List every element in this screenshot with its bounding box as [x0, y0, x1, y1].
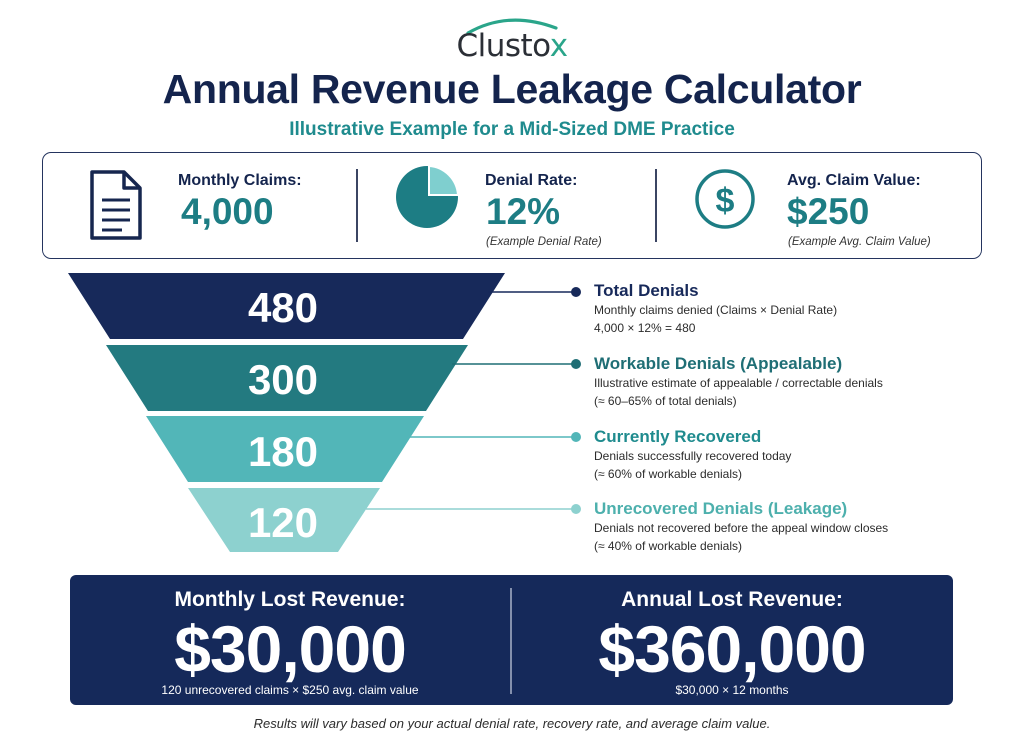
callout-title: Currently Recovered [594, 427, 762, 446]
funnel-segment-unrecovered-denials [188, 488, 380, 552]
summary-divider [510, 588, 512, 694]
callout-title: Workable Denials (Appealable) [594, 354, 843, 373]
pie-chart-icon [396, 164, 460, 228]
annual-lost-revenue-label: Annual Lost Revenue: [621, 588, 843, 611]
denial-rate-label: Denial Rate: [485, 172, 578, 189]
denial-rate-note: (Example Denial Rate) [486, 236, 602, 248]
logo-main-text: Clusto [456, 28, 550, 64]
clustox-logo: Clustox [0, 14, 1024, 64]
callout-total-denials: Total Denials Monthly claims denied (Cla… [594, 281, 837, 337]
denial-rate-value: 12% [486, 191, 561, 232]
total-denials-value: 480 [247, 284, 319, 331]
stat-divider [655, 169, 657, 242]
callout-title: Total Denials [594, 281, 699, 300]
connector-dot [571, 432, 581, 442]
callout-title: Unrecovered Denials (Leakage) [594, 499, 848, 518]
connector-dot [571, 504, 581, 514]
funnel-segment-total-denials [68, 273, 505, 339]
annual-lost-revenue-value: $360,000 [598, 612, 866, 686]
logo-arc-icon [466, 18, 558, 35]
avg-claim-label: Avg. Claim Value: [787, 172, 921, 189]
disclaimer-footnote: Results will vary based on your actual d… [253, 716, 771, 731]
callout-description: Monthly claims denied (Claims × Denial R… [594, 303, 838, 317]
avg-claim-note: (Example Avg. Claim Value) [788, 236, 931, 248]
connector-dot [571, 287, 581, 297]
workable-denials-value: 300 [247, 356, 319, 403]
annual-lost-revenue-note: $30,000 × 12 months [675, 683, 789, 697]
connector-dot [571, 359, 581, 369]
callout-currently-recovered: Currently Recovered Denials successfully… [594, 427, 791, 483]
lost-revenue-summary: Monthly Lost Revenue: $30,000 120 unreco… [70, 575, 953, 705]
logo-x-text: x [549, 28, 568, 64]
currently-recovered-value: 180 [247, 428, 319, 475]
funnel-segment-currently-recovered [146, 416, 424, 482]
callout-unrecovered-denials: Unrecovered Denials (Leakage) Denials no… [594, 499, 888, 555]
avg-claim-value: $250 [787, 191, 870, 232]
stat-divider [356, 169, 358, 242]
document-icon [90, 170, 142, 240]
monthly-claims-value: 4,000 [181, 191, 274, 232]
callout-formula: (≈ 60% of workable denials) [594, 467, 742, 481]
monthly-lost-revenue-note: 120 unrecovered claims × $250 avg. claim… [161, 683, 419, 697]
callout-formula: (≈ 40% of workable denials) [594, 539, 742, 553]
dollar-circle-icon: $ [695, 169, 755, 229]
funnel-segment-workable-denials [106, 345, 468, 411]
monthly-claims-label: Monthly Claims: [178, 172, 302, 189]
callout-description: Denials not recovered before the appeal … [594, 521, 889, 535]
unrecovered-denials-value: 120 [247, 499, 319, 546]
page-title: Annual Revenue Leakage Calculator [162, 66, 862, 112]
callout-formula: 4,000 × 12% = 480 [594, 321, 696, 335]
page-subtitle: Illustrative Example for a Mid-Sized DME… [289, 119, 735, 140]
monthly-lost-revenue-value: $30,000 [174, 612, 407, 686]
callout-formula: (≈ 60–65% of total denials) [594, 394, 737, 408]
callout-description: Illustrative estimate of appealable / co… [594, 376, 883, 390]
logo-wordmark: Clustox [0, 28, 1024, 64]
svg-text:$: $ [716, 182, 735, 220]
callout-description: Denials successfully recovered today [594, 449, 792, 463]
monthly-lost-revenue-label: Monthly Lost Revenue: [174, 588, 406, 611]
callout-workable-denials: Workable Denials (Appealable) Illustrati… [594, 354, 883, 410]
input-stats-panel: Monthly Claims: 4,000 Denial Rate: 12% (… [42, 152, 982, 259]
